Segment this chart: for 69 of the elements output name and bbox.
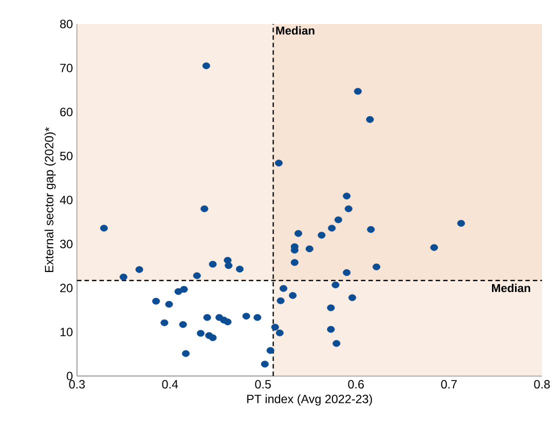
point	[344, 205, 352, 212]
point	[165, 300, 173, 308]
x-tick-label: 0.6	[348, 380, 364, 389]
point	[318, 232, 326, 239]
point	[202, 62, 210, 70]
point	[120, 274, 128, 280]
point	[372, 263, 380, 270]
point	[208, 260, 217, 268]
x-tick-label: 0.5	[255, 380, 271, 389]
ref-line-label: Median	[276, 26, 314, 35]
point	[174, 288, 182, 295]
point	[354, 88, 362, 95]
x-tick-label: 0.4	[162, 380, 178, 389]
point	[182, 350, 190, 357]
x-tick-label: 0.3	[69, 380, 85, 389]
x-tick-label: 0.8	[534, 380, 550, 389]
point	[430, 244, 438, 251]
y-tick-label: 40	[60, 196, 72, 204]
point	[332, 282, 340, 288]
point	[328, 224, 336, 232]
point	[196, 330, 205, 337]
y-axis-title: External sector gap (2020)*	[44, 127, 56, 272]
point	[342, 192, 351, 200]
point	[254, 314, 262, 321]
y-tick-label: 80	[60, 20, 72, 28]
point	[193, 272, 201, 280]
point	[348, 294, 356, 302]
point	[135, 266, 144, 273]
point	[180, 286, 188, 293]
ref-line-label: Median	[492, 284, 530, 292]
point	[366, 116, 374, 123]
point	[160, 319, 168, 326]
point	[334, 216, 342, 224]
point	[208, 334, 217, 342]
point	[276, 297, 285, 304]
x-axis-title: PT index (Avg 2022-23)	[247, 394, 372, 406]
y-tick-label: 20	[60, 284, 72, 292]
point	[152, 298, 160, 305]
point	[203, 314, 212, 321]
y-tick-label: 50	[60, 152, 72, 160]
point	[367, 226, 375, 233]
point	[100, 224, 108, 232]
point	[457, 220, 465, 227]
point	[306, 245, 314, 252]
point	[290, 259, 298, 266]
y-tick-label: 60	[60, 108, 72, 116]
point	[266, 347, 274, 354]
point	[179, 321, 187, 328]
point	[242, 312, 250, 320]
point	[288, 292, 297, 299]
point	[276, 329, 284, 336]
point	[236, 266, 244, 272]
y-tick-label: 70	[60, 64, 72, 72]
point	[332, 340, 340, 347]
x-tick-label: 0.7	[441, 380, 457, 389]
point	[224, 262, 232, 269]
y-tick-label: 0	[66, 372, 72, 380]
point	[280, 285, 288, 292]
point	[260, 360, 269, 368]
y-tick-label: 30	[60, 240, 72, 248]
point	[271, 324, 279, 331]
y-tick-label: 10	[60, 328, 72, 336]
point	[342, 269, 351, 276]
point	[224, 318, 232, 326]
point	[327, 304, 335, 312]
point	[274, 160, 283, 166]
point	[200, 205, 208, 212]
point	[294, 230, 302, 237]
point	[327, 326, 335, 333]
